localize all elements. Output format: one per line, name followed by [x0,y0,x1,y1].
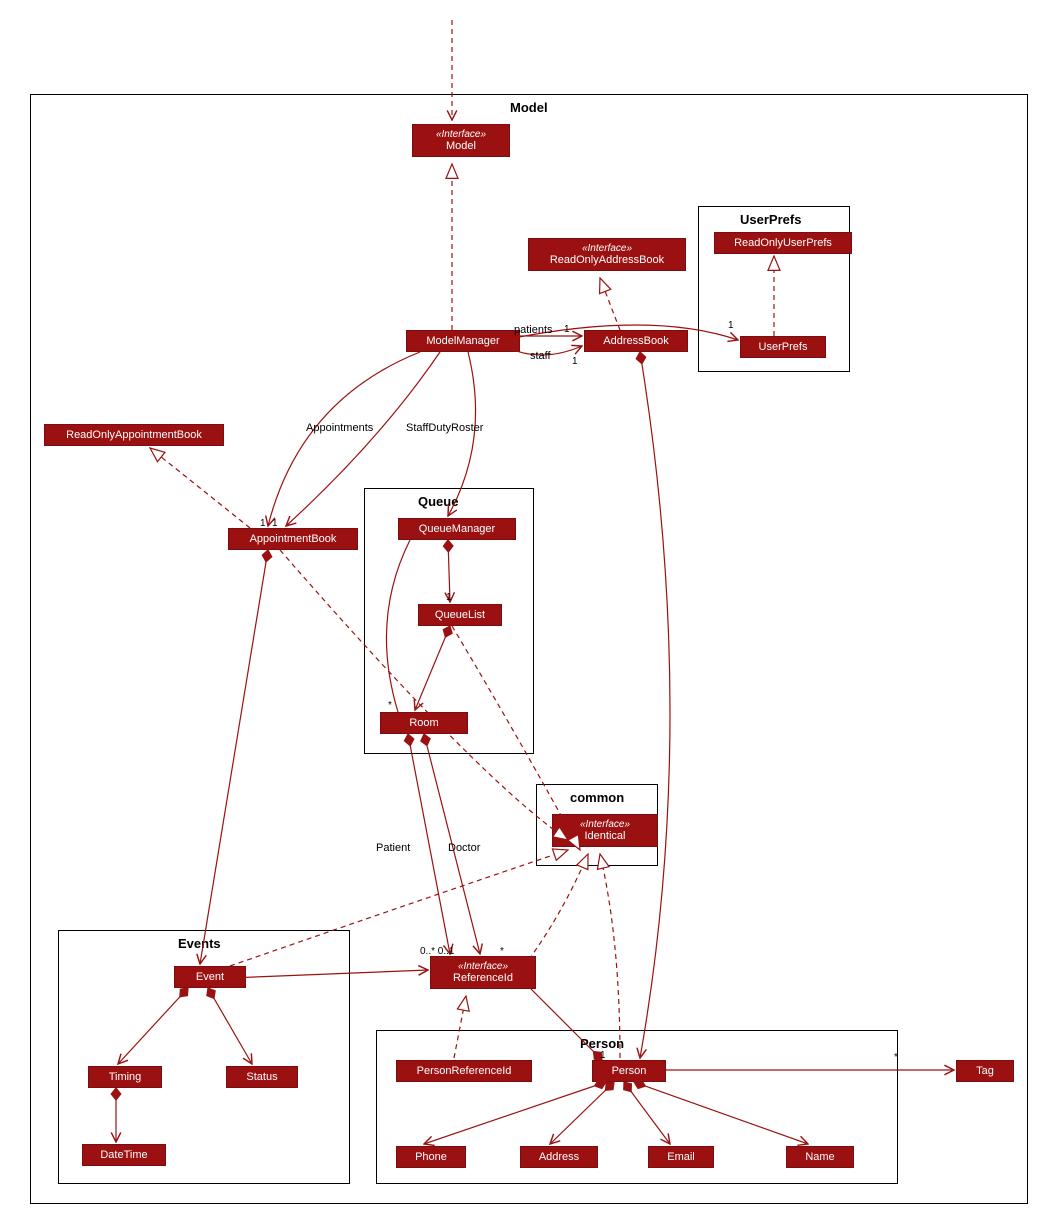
package-events-label: Events [178,936,221,951]
mult-5: 1 [272,518,278,529]
name: Model [446,140,476,152]
name: Room [409,717,438,729]
class-email: Email [648,1146,714,1168]
stereo: «Interface» [421,129,501,140]
class-identical: «Interface» Identical [552,814,658,847]
class-room: Room [380,712,468,734]
name: DateTime [100,1149,147,1161]
stereo: «Interface» [561,819,649,830]
mult-9: * [500,946,504,957]
class-addressbook: AddressBook [584,330,688,352]
name: Email [667,1151,695,1163]
name: Identical [585,830,626,842]
mult-10: 1 [600,1050,606,1061]
name: ReadOnlyAppointmentBook [66,429,202,441]
package-model-label: Model [510,100,548,115]
label-patients: patients [514,324,553,336]
class-status: Status [226,1066,298,1088]
stereo: «Interface» [537,243,677,254]
name: Address [539,1151,579,1163]
class-name: Name [786,1146,854,1168]
label-staff: staff [530,350,551,362]
name: Event [196,971,224,983]
class-address: Address [520,1146,598,1168]
uml-canvas: Model UserPrefs Queue common Events Pers… [20,20,1036,1212]
package-person-label: Person [580,1036,624,1051]
mult-7: * [388,700,392,711]
class-person: Person [592,1060,666,1082]
label-appointments: Appointments [306,422,373,434]
name: QueueList [435,609,485,621]
package-queue-label: Queue [418,494,458,509]
class-queue-manager: QueueManager [398,518,516,540]
class-event: Event [174,966,246,988]
name: Person [612,1065,647,1077]
class-readonly-appt: ReadOnlyAppointmentBook [44,424,224,446]
class-phone: Phone [396,1146,466,1168]
mult-3: 1 [728,320,734,331]
class-userprefs: UserPrefs [740,336,826,358]
mult-2: 1 [572,356,578,367]
name: PersonReferenceId [417,1065,512,1077]
label-staffdutyroster: StaffDutyRoster [406,422,483,434]
name: ReferenceId [453,972,513,984]
class-model-manager: ModelManager [406,330,520,352]
class-readonly-userprefs: ReadOnlyUserPrefs [714,232,852,254]
class-readonly-addr: «Interface» ReadOnlyAddressBook [528,238,686,271]
mult-11: * [894,1052,898,1063]
name: Phone [415,1151,447,1163]
name: UserPrefs [759,341,808,353]
class-queue-list: QueueList [418,604,502,626]
name: Timing [109,1071,142,1083]
class-timing: Timing [88,1066,162,1088]
class-refid: «Interface» ReferenceId [430,956,536,989]
class-tag: Tag [956,1060,1014,1082]
mult-8: 0..* 0..1 [420,946,454,957]
name: ReadOnlyAddressBook [550,254,664,266]
name: ReadOnlyUserPrefs [734,237,832,249]
name: AddressBook [603,335,668,347]
mult-1: 1 [564,324,570,335]
name: Status [246,1071,277,1083]
stereo: «Interface» [439,961,527,972]
name: AppointmentBook [250,533,337,545]
package-common-label: common [570,790,624,805]
mult-4: 1 [260,518,266,529]
name: ModelManager [426,335,499,347]
class-model-iface: «Interface» Model [412,124,510,157]
package-userprefs-label: UserPrefs [740,212,801,227]
label-patient: Patient [376,842,410,854]
name: QueueManager [419,523,495,535]
class-datetime: DateTime [82,1144,166,1166]
class-person-refid: PersonReferenceId [396,1060,532,1082]
class-appt-book: AppointmentBook [228,528,358,550]
name: Tag [976,1065,994,1077]
name: Name [805,1151,834,1163]
label-doctor: Doctor [448,842,480,854]
mult-6: 1 [446,592,452,603]
